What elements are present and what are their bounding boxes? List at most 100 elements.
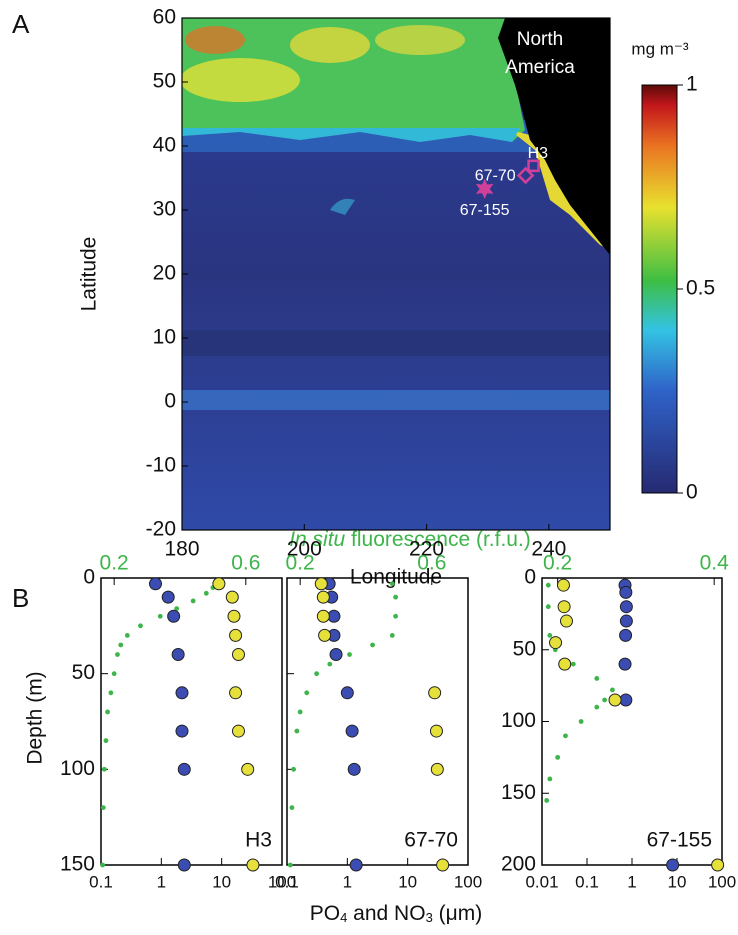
fluorescence-point <box>545 582 551 588</box>
y-axis-label: Depth (m) <box>24 671 47 764</box>
fluorescence-point <box>555 754 561 760</box>
fluorescence-point <box>203 590 209 596</box>
nutrient-point <box>229 628 243 642</box>
y-tick-label: 200 <box>501 853 536 876</box>
nutrient-point <box>430 762 444 776</box>
x-tick-label: 100 <box>454 872 482 891</box>
x-tick-label: 0.1 <box>575 872 599 891</box>
fluorescence-point <box>602 697 608 703</box>
label-part: fluorescence (r.f.u.) <box>345 528 531 551</box>
nutrient-point <box>711 858 725 872</box>
fluorescence-point <box>389 633 395 638</box>
y-tick-label: 20 <box>153 262 176 285</box>
y-tick-label: 30 <box>153 198 176 221</box>
x-tick-label: 10 <box>212 872 231 891</box>
nutrient-point <box>556 578 570 592</box>
fluorescence-point <box>347 652 352 657</box>
y-tick-label: 0 <box>524 566 536 589</box>
x-tick-label: 240 <box>531 538 566 561</box>
fluorescence-point <box>115 652 120 657</box>
plot-frame <box>286 577 469 866</box>
fluorescence-point <box>294 728 300 734</box>
x-tick-label: 0.01 <box>525 872 558 891</box>
nutrient-point <box>345 724 359 738</box>
y-tick-label: 0 <box>164 390 176 413</box>
nutrient-point <box>559 614 573 628</box>
y-tick-label: -10 <box>146 454 176 477</box>
label-part: 3 <box>426 910 433 925</box>
nutrient-point <box>436 858 450 872</box>
fluorescence-point <box>547 776 553 782</box>
fluorescence-point <box>563 733 568 739</box>
nutrient-point <box>177 858 191 872</box>
fluorescence-point <box>105 709 110 715</box>
x2-tick-label: 0.2 <box>100 552 129 575</box>
nutrient-point <box>148 577 162 591</box>
fluorescence-point <box>570 661 576 667</box>
station-marker <box>527 159 540 173</box>
label-part: In situ <box>289 528 345 551</box>
station-marker <box>516 166 535 185</box>
nutrient-point <box>619 628 633 642</box>
y-tick-label: 100 <box>60 757 95 780</box>
fluorescence-point <box>108 690 114 696</box>
fluorescence-point <box>393 613 398 619</box>
nutrient-point <box>618 657 632 671</box>
y-tick-label: 50 <box>513 637 536 660</box>
nutrient-point <box>167 609 181 623</box>
x-tick-label: 100 <box>268 872 296 891</box>
station-label: H3 <box>528 145 549 162</box>
fluorescence-point <box>138 623 143 629</box>
x-axis-label: Longitude <box>350 566 442 589</box>
fluorescence-point <box>103 738 109 744</box>
nutrient-point <box>619 600 633 614</box>
colorbar-tick-label: 0 <box>686 481 698 504</box>
top-axis-label: In situ fluorescence (r.f.u.) <box>289 528 531 551</box>
y-tick-label: 50 <box>153 70 176 93</box>
label-part: 4 <box>340 910 347 925</box>
nutrient-point <box>316 609 330 623</box>
x-tick-label: 100 <box>708 872 736 891</box>
bottom-axis-label: PO4 and NO3 (μm) <box>310 902 482 926</box>
colorbar-tick-label: 0.5 <box>686 277 715 300</box>
label-part: (μm) <box>433 902 482 925</box>
x2-tick-label: 0.6 <box>231 552 260 575</box>
y-tick-label: 50 <box>72 661 95 684</box>
nutrient-point <box>227 609 241 623</box>
fluorescence-point <box>370 642 375 648</box>
panel-label: B <box>12 583 29 613</box>
fluorescence-point <box>291 766 296 772</box>
y-tick-label: 40 <box>153 134 176 157</box>
x2-tick-label: 0.6 <box>417 552 446 575</box>
fluorescence-point <box>578 719 584 724</box>
x-tick-label: 180 <box>164 538 199 561</box>
nutrient-point <box>340 686 354 700</box>
label-part: PO <box>310 902 340 925</box>
fluorescence-point <box>190 598 196 604</box>
nutrient-point <box>231 648 245 662</box>
nutrient-point <box>231 724 245 738</box>
plot-frame <box>100 577 283 866</box>
station-label: 67-70 <box>404 829 458 852</box>
annotation: North <box>517 29 563 50</box>
nutrient-point <box>161 590 175 604</box>
nutrient-point <box>246 858 260 872</box>
nutrient-point <box>241 762 255 776</box>
y-tick-label: 0 <box>83 566 95 589</box>
fluorescence-point <box>174 606 180 612</box>
x2-tick-label: 0.4 <box>700 552 730 575</box>
nutrient-point <box>314 577 328 591</box>
nutrient-point <box>666 858 680 872</box>
fluorescence-point <box>610 687 615 693</box>
fluorescence-point <box>304 690 310 696</box>
nutrient-point <box>229 686 243 700</box>
nutrient-point <box>608 693 622 707</box>
x-tick-label: 10 <box>398 872 417 891</box>
fluorescence-point <box>594 704 600 710</box>
x-tick-label: 220 <box>409 538 444 561</box>
colorbar-tick-label: 1 <box>686 73 698 96</box>
station-label: 67-155 <box>647 829 712 852</box>
fluorescence-point <box>101 766 107 772</box>
nutrient-point <box>171 648 185 662</box>
y-axis-label: Latitude <box>78 237 101 312</box>
